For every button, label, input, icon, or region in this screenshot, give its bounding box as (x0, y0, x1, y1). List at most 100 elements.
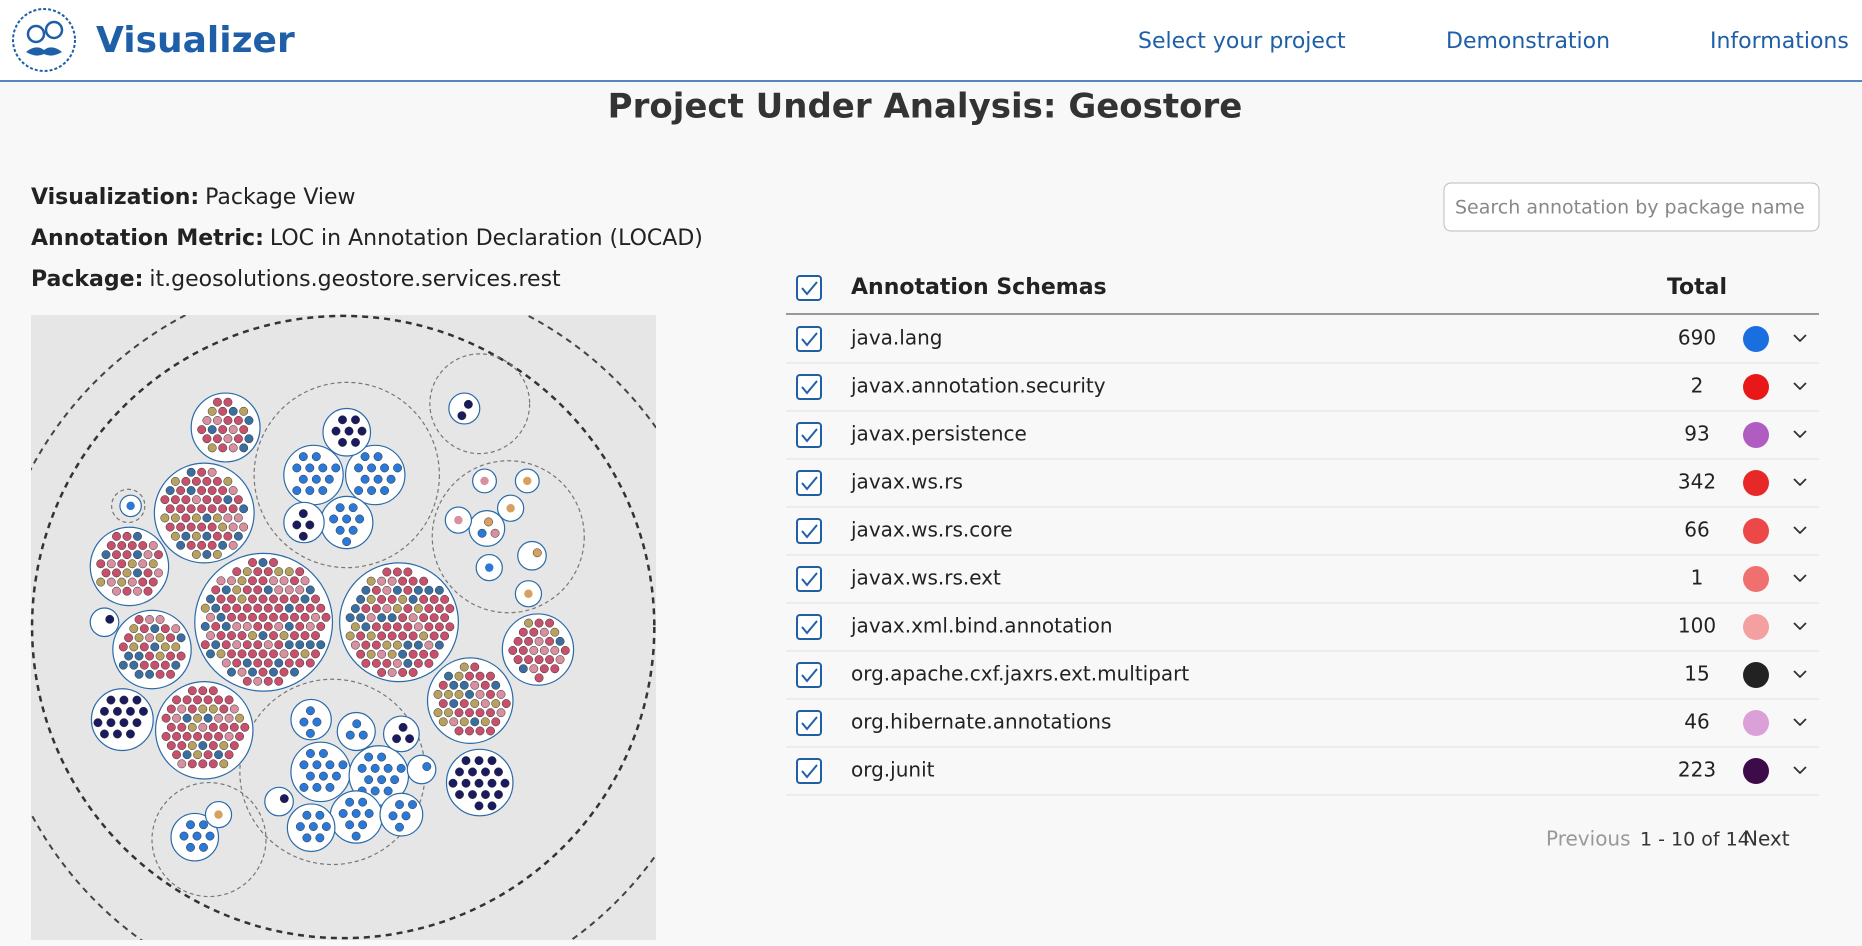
annotation-dot (284, 658, 294, 668)
annotation-dot (197, 425, 207, 435)
pagination-previous[interactable]: Previous (1546, 827, 1631, 851)
expand-chevron[interactable] (1793, 526, 1807, 535)
checkbox[interactable] (796, 374, 822, 400)
annotation-dot (242, 658, 252, 668)
group-circle (431, 460, 585, 614)
checkbox-check[interactable] (801, 281, 818, 296)
annotation-dot (351, 809, 361, 818)
annotation-dot (118, 642, 128, 652)
checkbox-box[interactable] (796, 662, 822, 688)
annotation-dot (186, 820, 195, 830)
checkbox-check[interactable] (801, 428, 818, 443)
annotation-dot (358, 797, 368, 807)
annotation-dot (134, 669, 144, 679)
checkbox-check[interactable] (801, 668, 818, 683)
checkbox[interactable] (796, 470, 822, 496)
annotation-dot (160, 513, 170, 523)
annotation-dot (191, 476, 201, 486)
annotation-dot (258, 594, 268, 604)
checkbox-box[interactable] (796, 518, 822, 544)
search-box[interactable] (1443, 182, 1820, 232)
annotation-dot (377, 649, 387, 659)
checkbox-check[interactable] (801, 572, 818, 587)
checkbox-box[interactable] (796, 275, 822, 301)
annotation-dot (422, 762, 432, 772)
annotation-dot (134, 633, 144, 643)
annotation-dot (274, 658, 284, 668)
brand[interactable]: Visualizer (96, 20, 295, 61)
annotation-dot (207, 406, 217, 416)
checkbox-box[interactable] (796, 470, 822, 496)
package-visualization[interactable] (0, 273, 724, 946)
checkbox[interactable] (796, 326, 822, 352)
color-swatch[interactable] (1743, 518, 1769, 544)
annotation-dot (408, 649, 418, 659)
color-swatch[interactable] (1743, 326, 1769, 352)
nav-link[interactable]: Informations (1710, 29, 1849, 54)
annotation-dot (269, 631, 278, 641)
checkbox-check[interactable] (801, 716, 818, 731)
expand-chevron[interactable] (1793, 766, 1807, 775)
expand-chevron[interactable] (1793, 478, 1807, 487)
color-swatch[interactable] (1743, 662, 1769, 688)
checkbox-box[interactable] (796, 422, 822, 448)
annotation-dot (440, 631, 450, 641)
nav-link[interactable]: Demonstration (1446, 29, 1610, 54)
annotation-dot (155, 633, 165, 643)
checkbox[interactable] (796, 710, 822, 736)
annotation-dot (148, 577, 158, 587)
checkbox[interactable] (796, 662, 822, 688)
checkbox-box[interactable] (796, 374, 822, 400)
annotation-dot (534, 618, 544, 628)
checkbox-check[interactable] (801, 332, 818, 347)
checkbox[interactable] (796, 422, 822, 448)
color-swatch[interactable] (1743, 566, 1769, 592)
annotation-dot (199, 820, 208, 830)
color-swatch[interactable] (1743, 422, 1769, 448)
expand-chevron[interactable] (1793, 334, 1807, 343)
checkbox[interactable] (796, 275, 822, 301)
expand-chevron[interactable] (1793, 718, 1807, 727)
expand-chevron[interactable] (1793, 622, 1807, 631)
annotation-dot (177, 759, 187, 769)
checkbox-box[interactable] (796, 758, 822, 784)
checkbox-check[interactable] (801, 524, 818, 539)
checkbox-box[interactable] (796, 710, 822, 736)
checkbox-box[interactable] (796, 614, 822, 640)
group-circle (253, 381, 440, 569)
checkbox-box[interactable] (796, 326, 822, 352)
annotation-dot (401, 811, 411, 821)
color-swatch[interactable] (1743, 710, 1769, 736)
expand-chevron[interactable] (1793, 670, 1807, 679)
color-swatch[interactable] (1743, 470, 1769, 496)
pagination-next[interactable]: Next (1743, 827, 1790, 851)
checkbox[interactable] (796, 614, 822, 640)
annotation-dot (242, 640, 252, 650)
row-name: java.lang (850, 326, 942, 350)
annotation-dot (470, 699, 480, 708)
color-swatch[interactable] (1743, 614, 1769, 640)
row-name: javax.xml.bind.annotation (850, 614, 1113, 638)
annotation-dot (284, 603, 294, 613)
nav-link[interactable]: Select your project (1138, 29, 1346, 54)
checkbox-check[interactable] (801, 380, 818, 395)
checkbox-check[interactable] (801, 620, 818, 635)
checkbox-check[interactable] (801, 476, 818, 491)
checkbox-box[interactable] (796, 566, 822, 592)
annotation-dot (112, 706, 122, 716)
annotation-dot (212, 531, 222, 541)
checkbox[interactable] (796, 518, 822, 544)
checkbox[interactable] (796, 758, 822, 784)
annotation-dot (477, 528, 487, 538)
checkbox-check[interactable] (801, 764, 818, 779)
annotation-dot (127, 577, 137, 587)
logo[interactable] (12, 8, 76, 72)
expand-chevron[interactable] (1793, 574, 1807, 583)
annotation-dot (155, 651, 165, 661)
expand-chevron[interactable] (1793, 382, 1807, 391)
checkbox[interactable] (796, 566, 822, 592)
color-swatch[interactable] (1743, 758, 1769, 784)
annotation-dot (150, 660, 160, 670)
color-swatch[interactable] (1743, 374, 1769, 400)
expand-chevron[interactable] (1793, 430, 1807, 439)
